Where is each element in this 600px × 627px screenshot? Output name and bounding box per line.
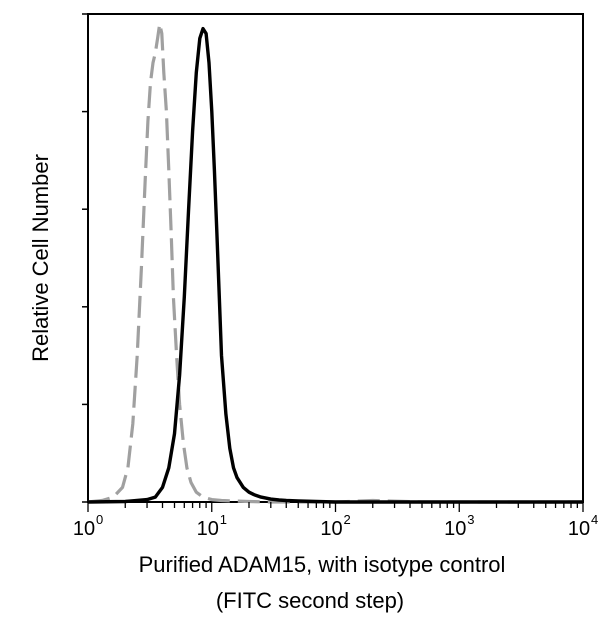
x-axis-ticks: 10 0 10 1 10 2 10 3 10 4 (73, 502, 598, 540)
y-axis-ticks (82, 13, 88, 503)
adam15-histogram-line (87, 26, 583, 504)
x-tick-label: 10 (73, 518, 95, 540)
isotype-control-histogram-line (87, 22, 583, 504)
x-tick-exponent: 1 (220, 512, 227, 527)
x-tick-label: 10 (568, 518, 590, 540)
x-axis-label: Purified ADAM15, with isotype control (139, 552, 506, 577)
x-axis-label-line2: (FITC second step) (216, 588, 404, 613)
x-tick-label: 10 (197, 518, 219, 540)
x-tick-exponent: 3 (467, 512, 474, 527)
x-tick-label: 10 (444, 518, 466, 540)
x-tick-exponent: 2 (344, 512, 351, 527)
plot-frame (87, 13, 584, 503)
plot-area (87, 13, 584, 503)
x-tick-exponent: 4 (591, 512, 598, 527)
y-axis-label: Relative Cell Number (28, 154, 53, 362)
series-layer (87, 22, 583, 504)
x-tick-label: 10 (320, 518, 342, 540)
x-tick-exponent: 0 (96, 512, 103, 527)
